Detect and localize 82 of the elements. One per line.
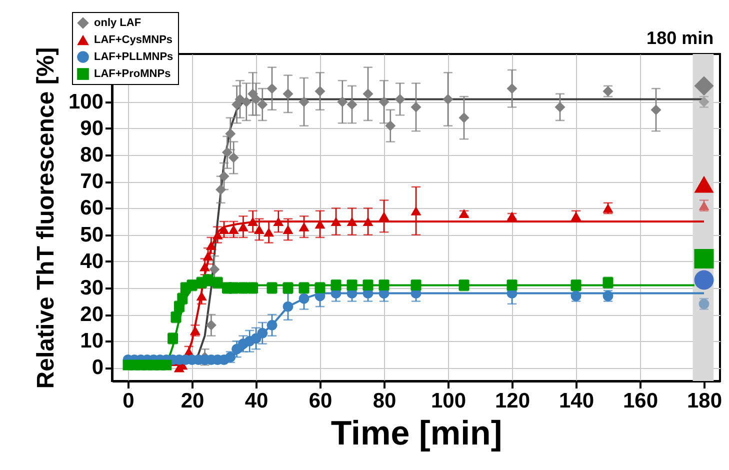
point bbox=[298, 96, 310, 108]
point bbox=[218, 224, 230, 234]
point bbox=[254, 224, 264, 234]
point bbox=[298, 293, 310, 304]
point bbox=[196, 291, 207, 300]
point bbox=[694, 248, 714, 268]
point bbox=[362, 216, 374, 226]
y-tick-label: 0 bbox=[92, 356, 104, 380]
y-tick-label: 40 bbox=[80, 250, 104, 273]
point bbox=[212, 230, 223, 240]
point bbox=[694, 176, 714, 193]
y-tick-label: 80 bbox=[80, 144, 104, 167]
point bbox=[222, 147, 232, 158]
point bbox=[209, 264, 220, 275]
point bbox=[218, 171, 230, 182]
legend-label: only LAF bbox=[94, 17, 142, 29]
point bbox=[206, 320, 216, 330]
point bbox=[216, 184, 226, 195]
point bbox=[250, 94, 262, 104]
point bbox=[410, 102, 422, 112]
x-tick-label: 80 bbox=[372, 390, 396, 412]
point bbox=[234, 94, 246, 104]
x-tick-label: 120 bbox=[494, 390, 530, 412]
x-tick-label: 160 bbox=[622, 390, 658, 412]
point bbox=[257, 99, 268, 110]
point bbox=[273, 216, 284, 226]
point bbox=[314, 86, 326, 96]
point bbox=[506, 83, 518, 94]
point bbox=[202, 252, 214, 261]
point bbox=[266, 83, 278, 94]
y-tick-label: 30 bbox=[80, 276, 104, 300]
y-tick-label: 100 bbox=[68, 90, 104, 114]
point bbox=[161, 360, 172, 370]
point bbox=[378, 212, 390, 221]
point bbox=[385, 120, 396, 132]
point bbox=[410, 206, 422, 216]
point bbox=[282, 301, 294, 312]
x-tick-label: 60 bbox=[308, 390, 332, 412]
point bbox=[337, 96, 348, 108]
x-axis-title: Time [min] bbox=[330, 414, 502, 452]
y-tick-label: 70 bbox=[80, 170, 104, 194]
point bbox=[282, 88, 294, 100]
point bbox=[346, 216, 358, 226]
x-tick-label: 140 bbox=[558, 390, 594, 412]
y-tick-label: 90 bbox=[80, 116, 104, 140]
point bbox=[458, 112, 470, 124]
y-tick-label: 50 bbox=[80, 223, 104, 246]
x-tick-label: 40 bbox=[244, 390, 268, 412]
x-tick-label: 100 bbox=[430, 390, 466, 412]
point bbox=[228, 152, 239, 163]
legend-label: LAF+CysMNPs bbox=[94, 34, 173, 46]
x-tick-label: 20 bbox=[180, 390, 204, 412]
point bbox=[257, 328, 268, 338]
point bbox=[206, 240, 216, 250]
y-tick-label: 10 bbox=[80, 330, 104, 353]
point bbox=[225, 128, 236, 139]
point bbox=[650, 104, 662, 116]
point bbox=[282, 224, 294, 234]
point bbox=[694, 270, 714, 290]
x-tick-label: 0 bbox=[122, 390, 134, 412]
x-tick-label: 180 bbox=[686, 390, 722, 412]
point bbox=[228, 224, 239, 234]
point bbox=[241, 96, 252, 108]
point bbox=[378, 96, 390, 108]
legend-label: LAF+ProMNPs bbox=[94, 68, 171, 80]
point bbox=[266, 320, 278, 330]
point bbox=[248, 216, 258, 226]
point bbox=[200, 262, 210, 272]
point bbox=[442, 94, 454, 104]
y-axis-title: Relative ThT fluorescence [%] bbox=[32, 47, 60, 389]
band-label: 180 min bbox=[646, 28, 714, 48]
point bbox=[694, 76, 714, 96]
point bbox=[298, 222, 310, 232]
point bbox=[330, 216, 342, 226]
point bbox=[394, 94, 406, 104]
y-tick-label: 60 bbox=[80, 196, 104, 220]
point bbox=[346, 99, 358, 110]
point bbox=[264, 228, 274, 237]
point bbox=[554, 102, 566, 112]
legend-label: LAF+PLLMNPs bbox=[94, 51, 174, 63]
point bbox=[362, 88, 374, 100]
y-tick-label: 20 bbox=[80, 303, 104, 326]
